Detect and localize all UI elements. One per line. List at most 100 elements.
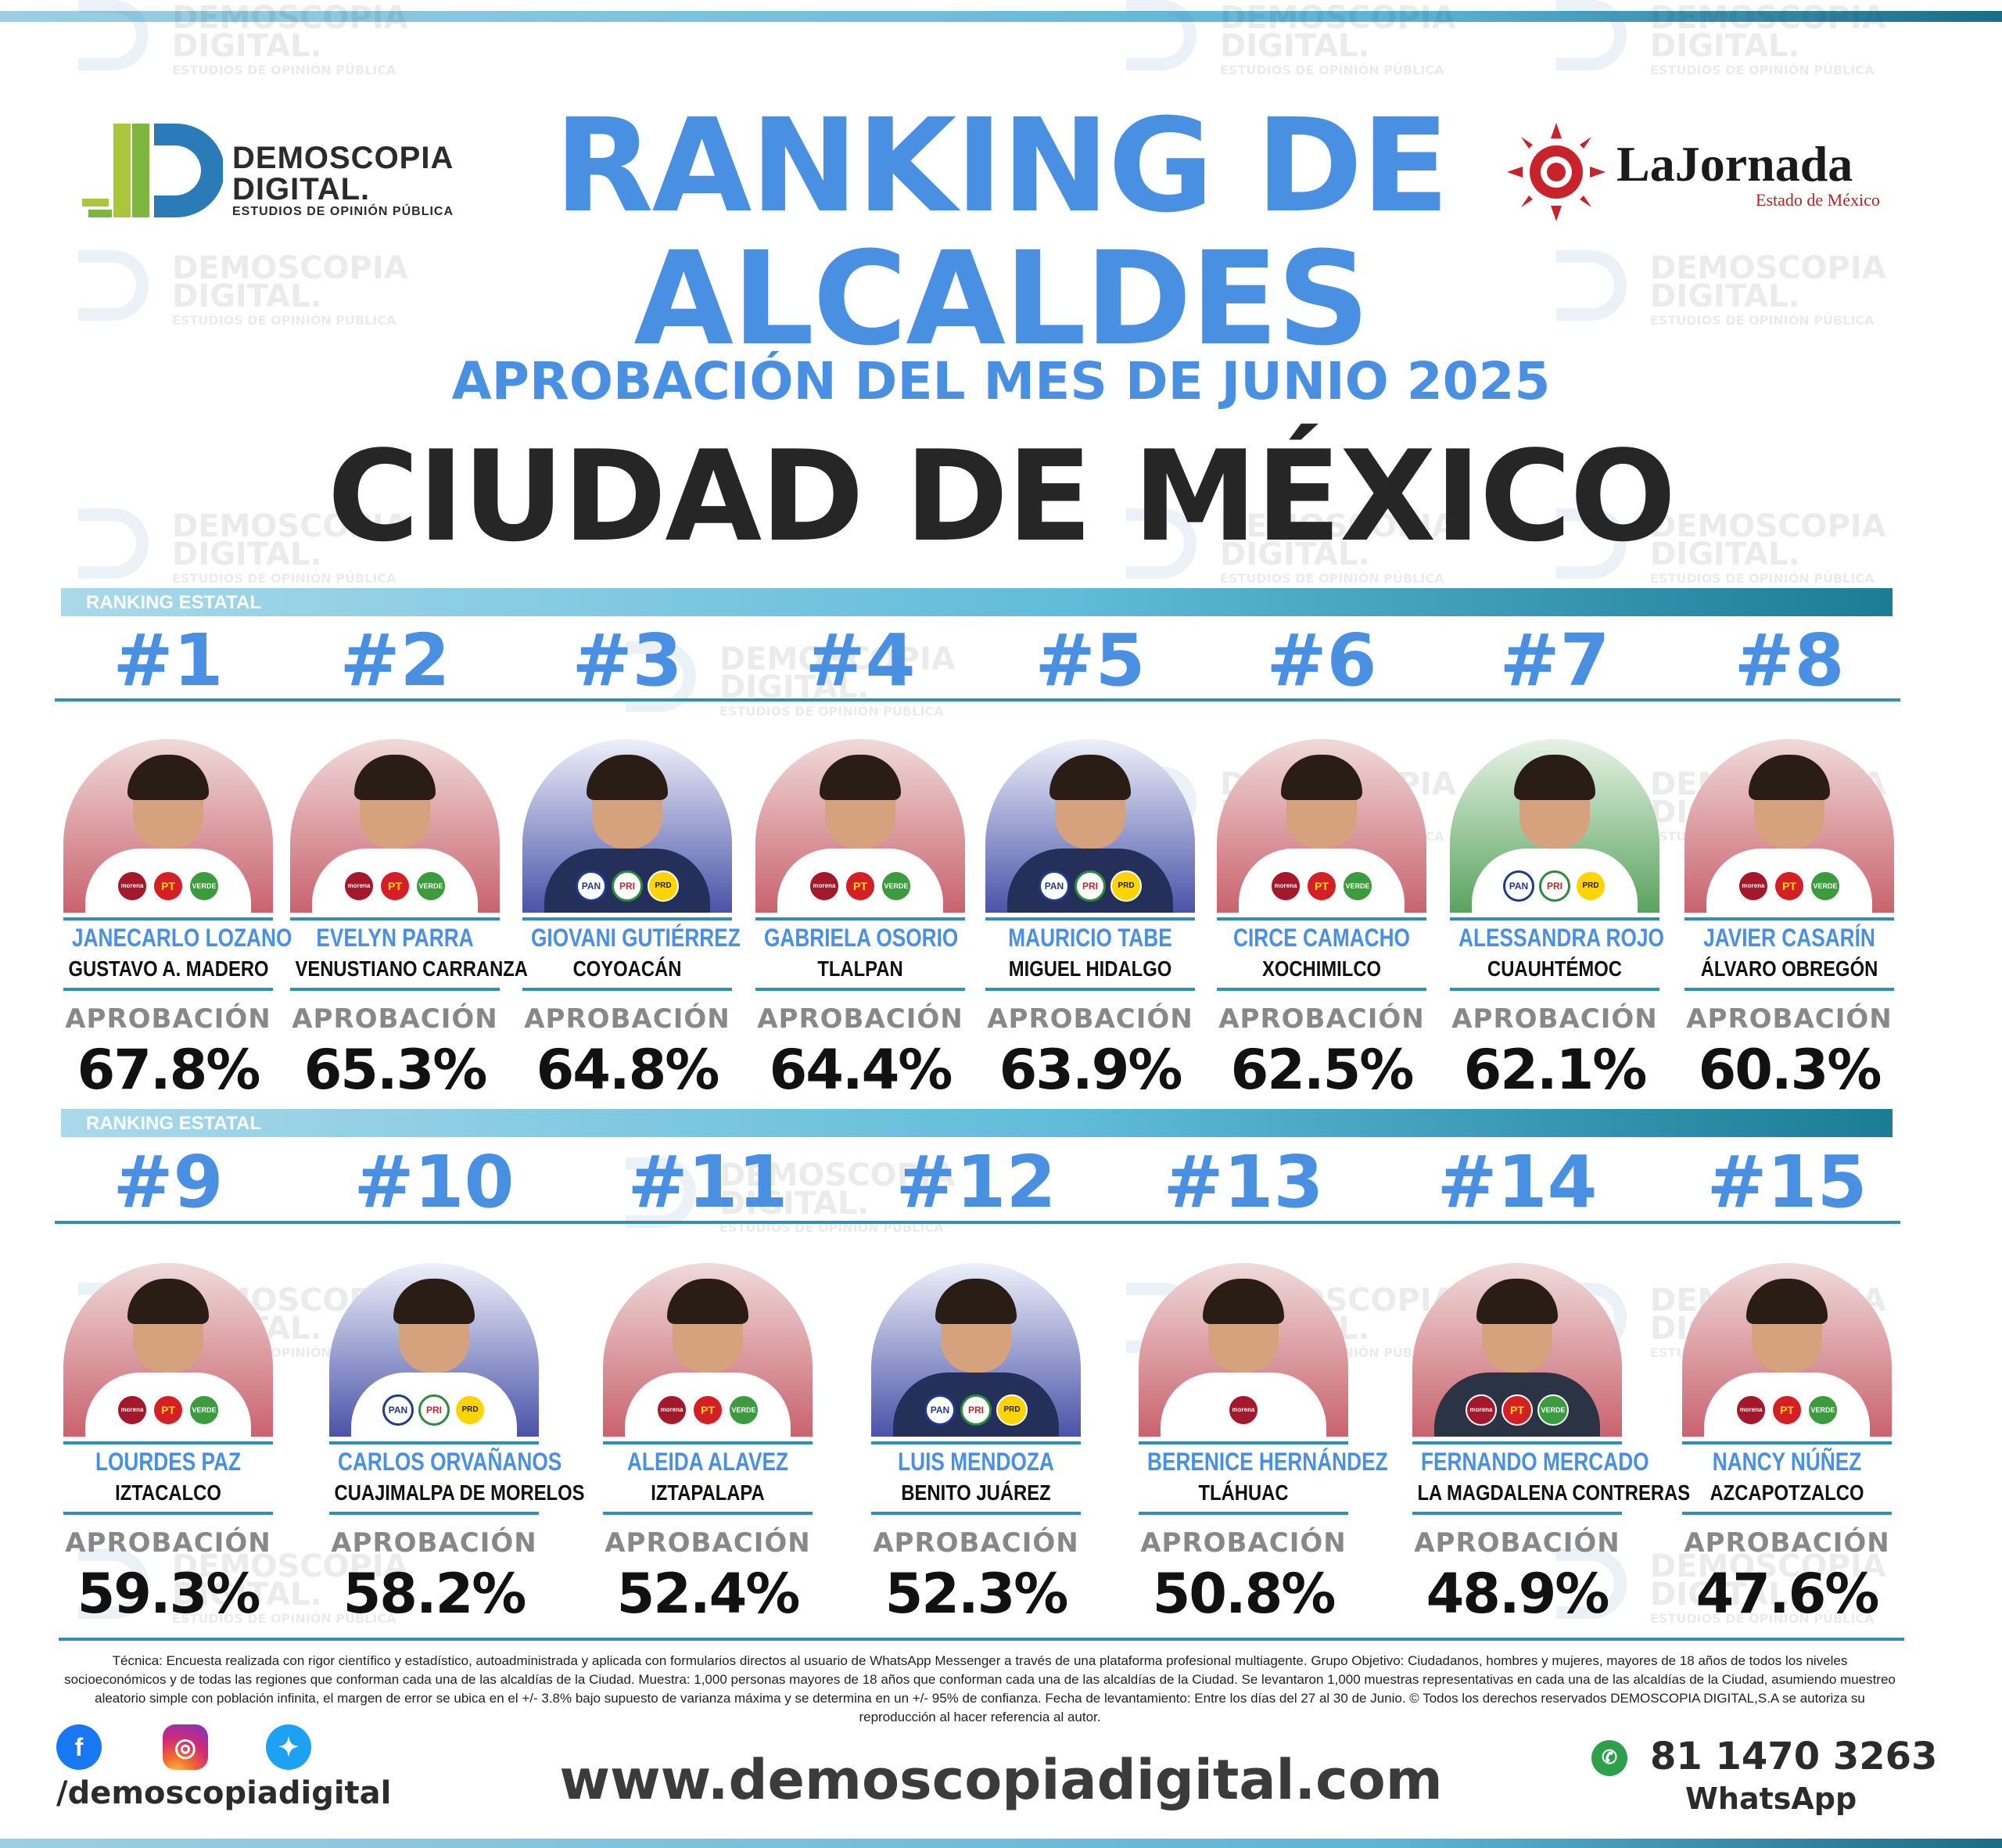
- candidate-card: #15 morena PT VERDE NANCY NÚÑEZ AZCAPOTZALC…: [1677, 0, 1896, 1626]
- party-badges: morena PT VERDE: [63, 1394, 273, 1429]
- approval-value: 52.4%: [616, 1562, 801, 1626]
- divider: [1139, 1441, 1348, 1444]
- divider: [871, 1441, 1081, 1444]
- divider: [59, 1638, 1904, 1641]
- candidate-card: #4 morena PT VERDE GABRIELA OSORIO TLALPAN A…: [751, 0, 970, 1102]
- approval-value: 62.1%: [1463, 1038, 1648, 1102]
- divider: [1412, 1512, 1622, 1515]
- candidate-hair: [127, 755, 209, 800]
- candidate-card: #3 PAN PRI PRD GIOVANI GUTIÉRREZ COYOACÁN AP…: [518, 0, 741, 1102]
- divider: [985, 988, 1195, 991]
- demoscopia-logo: DEMOSCOPIA DIGITAL. ESTUDIOS DE OPINIÓN …: [82, 117, 473, 227]
- party-verde-icon: VERDE: [728, 1394, 759, 1426]
- facebook-icon[interactable]: f: [56, 1724, 102, 1770]
- divider: [55, 1221, 1900, 1224]
- party-prd-icon: PRD: [1110, 870, 1142, 902]
- phone-number[interactable]: 81 1470 3263: [1650, 1735, 1938, 1778]
- candidate-photo: morena PT VERDE: [1684, 739, 1894, 913]
- approval-label: APROBACIÓN: [1218, 1003, 1425, 1035]
- party-verde-icon: VERDE: [415, 870, 447, 902]
- party-badges: PAN PRI PRD: [985, 870, 1195, 905]
- divider: [755, 917, 965, 920]
- party-pri-icon: PRI: [1539, 870, 1570, 902]
- party-pan-icon: PAN: [924, 1394, 956, 1426]
- approval-label: APROBACIÓN: [873, 1527, 1079, 1559]
- divider: [63, 1512, 273, 1515]
- party-verde-icon: VERDE: [1810, 870, 1841, 902]
- divider: [871, 1512, 1081, 1515]
- party-morena-icon: morena: [1738, 870, 1769, 902]
- party-badges: PAN PRI PRD: [522, 870, 732, 905]
- methodology-text: Técnica: Encuesta realizada con rigor ci…: [64, 1653, 1896, 1724]
- divider: [290, 988, 500, 991]
- page-subtitle: APROBACIÓN DEL MES DE JUNIO 2025: [451, 351, 1551, 411]
- party-badges: morena PT VERDE: [63, 870, 273, 905]
- approval-value: 63.9%: [999, 1038, 1183, 1102]
- candidate-photo: morena PT VERDE: [755, 739, 965, 913]
- candidate-hair: [935, 1279, 1017, 1324]
- divider: [1684, 988, 1894, 991]
- candidate-card: #5 PAN PRI PRD MAURICIO TABE MIGUEL HIDALGO…: [981, 0, 1200, 1102]
- candidate-card: #10 PAN PRI PRD CARLOS ORVAÑANOS CUAJIMALPA…: [325, 0, 584, 1626]
- divider: [1139, 1512, 1348, 1515]
- approval-label: APROBACIÓN: [757, 1003, 963, 1035]
- candidate-hair: [1476, 1279, 1558, 1324]
- candidate-name: ALEIDA ALAVEZ: [626, 1448, 789, 1476]
- candidate-name: FERNANDO MERCADO: [1421, 1448, 1649, 1476]
- candidate-municipality: XOCHIMILCO: [1261, 956, 1382, 981]
- approval-label: APROBACIÓN: [987, 1003, 1193, 1035]
- candidate-photo: PAN PRI PRD: [871, 1263, 1081, 1437]
- page-title: ALCALDES: [633, 224, 1369, 374]
- whatsapp-icon[interactable]: ✆: [1591, 1740, 1627, 1776]
- candidate-name: NANCY NÚÑEZ: [1712, 1448, 1862, 1476]
- divider: [290, 917, 500, 920]
- candidate-name: GABRIELA OSORIO: [764, 924, 959, 952]
- demoscopia-name: DEMOSCOPIA: [232, 141, 454, 175]
- party-pri-icon: PRI: [960, 1394, 992, 1426]
- divider: [1217, 988, 1426, 991]
- party-pt-icon: PT: [1771, 1394, 1803, 1426]
- divider: [1217, 917, 1426, 920]
- candidate-card: #2 morena PT VERDE EVELYN PARRA VENUSTIANO …: [285, 0, 528, 1102]
- approval-value: 62.5%: [1230, 1038, 1415, 1102]
- approval-label: APROBACIÓN: [524, 1003, 730, 1035]
- candidate-hair: [393, 1279, 475, 1324]
- party-morena-icon: morena: [117, 1394, 148, 1426]
- party-morena-icon: morena: [656, 1394, 687, 1426]
- candidate-card: #8 morena PT VERDE JAVIER CASARÍN ÁLVARO OB…: [1680, 0, 1899, 1102]
- party-badges: morena PT VERDE: [755, 870, 965, 905]
- la-jornada-name: LaJornada: [1616, 136, 1853, 192]
- party-pri-icon: PRI: [1075, 870, 1106, 902]
- divider: [603, 1512, 813, 1515]
- candidate-photo: PAN PRI PRD: [1450, 739, 1659, 913]
- approval-value: 58.2%: [343, 1562, 527, 1626]
- social-handle[interactable]: /demoscopiadigital: [56, 1775, 392, 1811]
- candidate-municipality: BENITO JUÁREZ: [901, 1480, 1051, 1505]
- approval-value: 64.4%: [769, 1038, 953, 1102]
- party-morena-icon: morena: [117, 870, 148, 902]
- rank-number: #5: [1035, 619, 1146, 702]
- approval-label: APROBACIÓN: [292, 1003, 498, 1035]
- candidate-card: #7 PAN PRI PRD ALESSANDRA ROJO CUAUHTÉMOC AP…: [1445, 0, 1664, 1102]
- party-pan-icon: PAN: [1039, 870, 1070, 902]
- candidate-photo: morena PT VERDE: [63, 1263, 273, 1437]
- demoscopia-tagline: ESTUDIOS DE OPINIÓN PÚBLICA: [232, 205, 454, 218]
- candidate-name: LUIS MENDOZA: [898, 1448, 1054, 1476]
- divider: [1682, 1512, 1892, 1515]
- candidate-card: #12 PAN PRI PRD LUIS MENDOZA BENITO JUÁREZ A…: [866, 0, 1085, 1626]
- candidate-card: #14 morena PT VERDE FERNANDO MERCADO LA MAG…: [1408, 0, 1690, 1626]
- approval-label: APROBACIÓN: [331, 1527, 537, 1559]
- website-link[interactable]: www.demoscopiadigital.com: [559, 1748, 1443, 1812]
- party-pri-icon: PRI: [418, 1394, 450, 1426]
- candidate-card: #9 morena PT VERDE LOURDES PAZ IZTACALCO APR…: [59, 0, 278, 1626]
- candidate-municipality: CUAJIMALPA DE MORELOS: [334, 1480, 585, 1505]
- section-label: RANKING ESTATAL: [86, 592, 261, 613]
- instagram-icon[interactable]: ◎: [163, 1724, 208, 1770]
- party-pt-icon: PT: [692, 1394, 723, 1426]
- twitter-icon[interactable]: ✦: [266, 1724, 311, 1770]
- approval-value: 64.8%: [536, 1038, 720, 1102]
- candidate-card: #1 morena PT VERDE JANECARLO LOZANO GUSTAVO…: [59, 0, 292, 1102]
- candidate-municipality: TLÁHUAC: [1198, 1480, 1289, 1505]
- candidate-hair: [1281, 755, 1362, 800]
- approval-value: 48.9%: [1426, 1562, 1610, 1626]
